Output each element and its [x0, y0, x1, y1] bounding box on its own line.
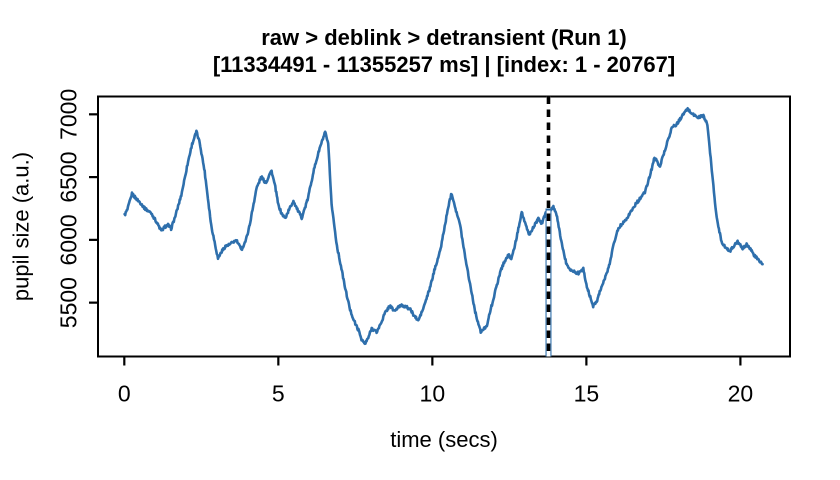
pupil-size-line	[123, 107, 764, 346]
plot-title: raw > deblink > detransient (Run 1)	[261, 25, 627, 50]
y-tick-label: 5500	[56, 277, 82, 328]
y-tick-label: 6000	[56, 214, 82, 265]
x-tick-label: 0	[118, 381, 131, 407]
plot-box	[97, 95, 791, 358]
plot-subtitle: [11334491 - 11355257 ms] | [index: 1 - 2…	[213, 52, 675, 77]
x-axis: 0 5 10 15 20	[118, 356, 754, 407]
y-tick-label: 6500	[56, 152, 82, 203]
x-tick-label: 10	[420, 381, 446, 407]
y-axis: 5500 6000 6500 7000	[56, 89, 98, 328]
x-tick-label: 20	[728, 381, 754, 407]
y-axis-label: pupil size (a.u.)	[9, 152, 34, 301]
x-axis-label: time (secs)	[390, 427, 498, 452]
x-tick-label: 5	[272, 381, 285, 407]
y-tick-label: 7000	[56, 89, 82, 140]
x-tick-label: 15	[574, 381, 600, 407]
